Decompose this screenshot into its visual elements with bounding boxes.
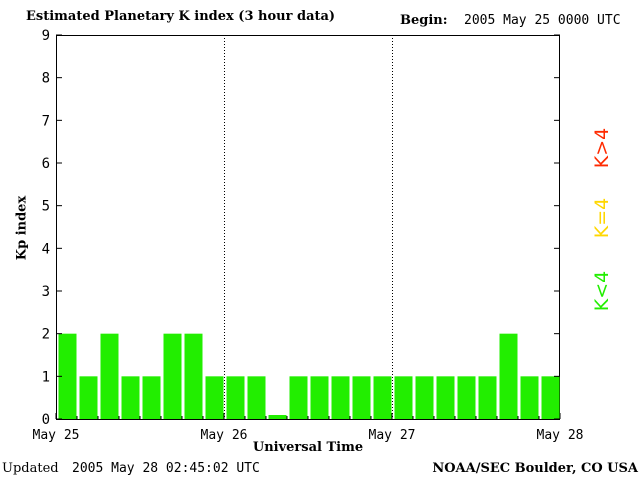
kp-bar xyxy=(541,376,560,419)
y-tick-label: 6 xyxy=(42,156,50,172)
y-tick-label: 0 xyxy=(42,412,50,428)
bars-group xyxy=(58,333,560,419)
kp-bar xyxy=(268,415,287,419)
x-tick-label: May 27 xyxy=(369,428,416,443)
x-tick-label: May 25 xyxy=(33,428,80,443)
legend-k-equal-4: K=4 xyxy=(591,197,613,239)
x-axis-label: Universal Time xyxy=(252,440,364,455)
kp-bar xyxy=(121,376,140,419)
kp-bar xyxy=(373,376,392,419)
kp-bar xyxy=(142,376,161,419)
kp-bar xyxy=(247,376,266,419)
begin-timestamp: 2005 May 25 0000 UTC xyxy=(464,13,621,28)
updated-timestamp: 2005 May 28 02:45:02 UTC xyxy=(72,461,260,476)
x-tick-label: May 28 xyxy=(537,428,584,443)
kp-bar xyxy=(415,376,434,419)
y-tick-label: 7 xyxy=(42,113,50,129)
y-axis: 0 1 2 3 4 5 6 7 8 9 xyxy=(42,28,560,428)
kp-bar xyxy=(499,333,518,419)
kp-bar xyxy=(163,333,182,419)
legend-k-greater-than-4: K>4 xyxy=(591,127,613,169)
y-tick-label: 4 xyxy=(42,241,50,257)
kp-bar xyxy=(205,376,224,419)
kp-bar xyxy=(289,376,308,419)
y-axis-label: Kp index xyxy=(14,195,30,261)
kp-bar xyxy=(226,376,245,419)
y-tick-label: 2 xyxy=(42,327,50,343)
kp-bar xyxy=(58,333,77,419)
kp-bar xyxy=(79,376,98,419)
kp-bar xyxy=(520,376,539,419)
plot-frame xyxy=(56,35,560,420)
credit-line: NOAA/SEC Boulder, CO USA xyxy=(432,461,638,476)
kp-bar xyxy=(478,376,497,419)
kp-bar xyxy=(100,333,119,419)
kp-bar xyxy=(457,376,476,419)
y-tick-label: 8 xyxy=(42,71,50,87)
begin-label: Begin: xyxy=(400,13,448,28)
y-tick-label: 9 xyxy=(42,28,50,44)
kp-bar xyxy=(310,376,329,419)
day-separators xyxy=(224,35,393,419)
legend-k-less-than-4: K<4 xyxy=(591,270,613,312)
y-tick-label: 3 xyxy=(42,284,50,300)
kp-bar xyxy=(184,333,203,419)
kp-bar xyxy=(331,376,350,419)
updated-label: Updated xyxy=(2,461,59,476)
x-tick-label: May 26 xyxy=(201,428,248,443)
y-tick-label: 5 xyxy=(42,199,50,215)
x-axis: May 25 May 26 May 27 May 28 xyxy=(33,413,584,443)
kp-bar xyxy=(394,376,413,419)
chart-title: Estimated Planetary K index (3 hour data… xyxy=(26,9,336,24)
y-tick-label: 1 xyxy=(42,369,50,385)
kp-bar xyxy=(352,376,371,419)
kp-bar xyxy=(436,376,455,419)
